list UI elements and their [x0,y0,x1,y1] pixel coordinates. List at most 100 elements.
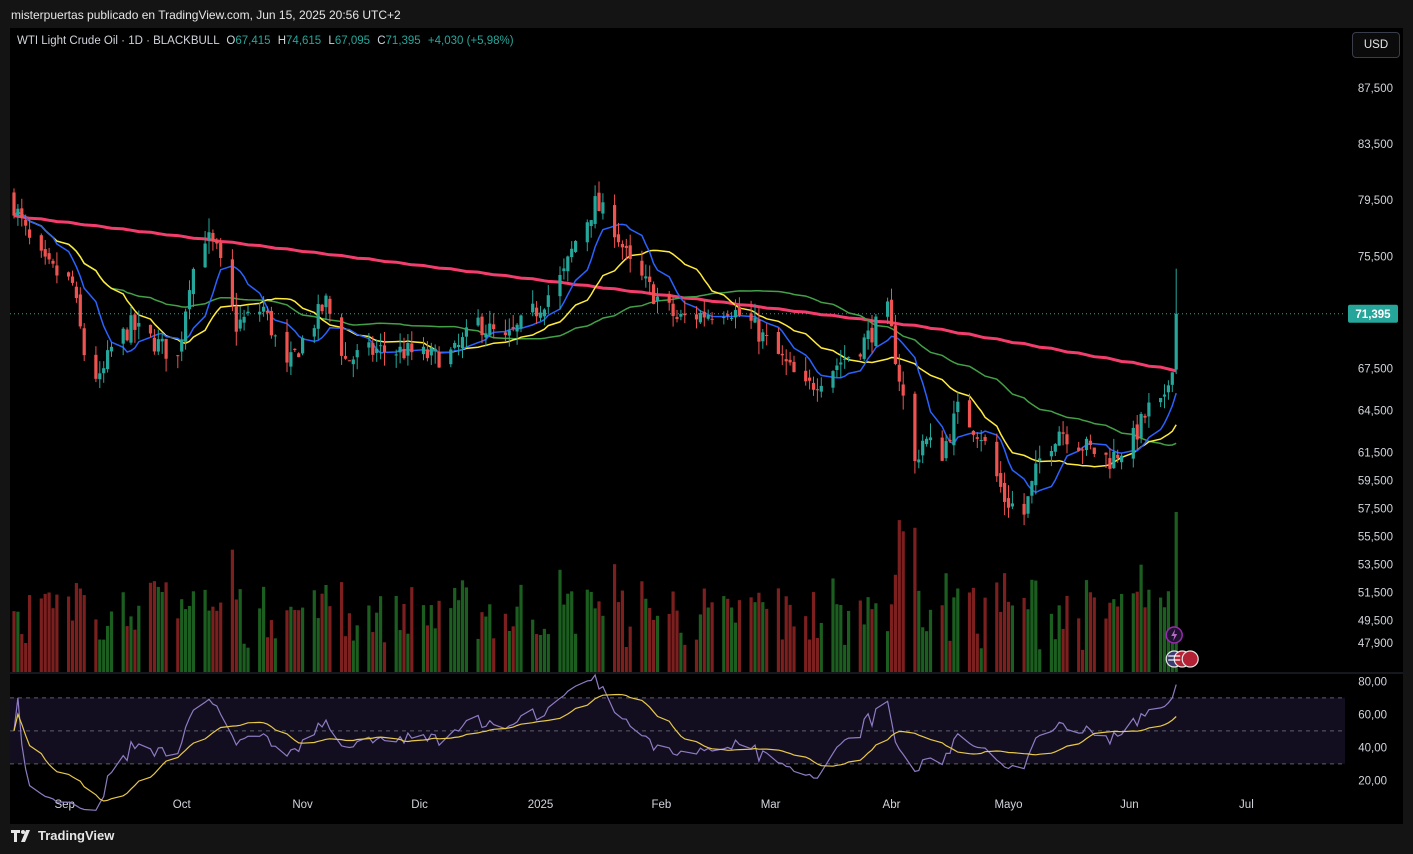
price-tick-label: 61,500 [1358,448,1393,460]
volume-bar [1112,599,1116,672]
candle-body [1034,463,1038,486]
close-label: C [377,35,386,47]
volume-bar [804,616,808,672]
candle-body [285,331,289,363]
volume-bar [616,602,621,672]
candle-body [952,413,956,446]
volume-bar [476,638,480,672]
candle-body [1174,313,1178,370]
candle-body [297,353,301,358]
volume-bar [683,644,687,672]
volume-bar [78,588,82,672]
volume-bar [698,614,702,672]
rsi-tick-label: 80,00 [1358,676,1387,688]
candle-body [16,208,20,216]
candle-body [897,364,901,382]
volume-bar [425,625,429,672]
volume-bar [726,598,730,672]
candle-body [70,276,75,283]
tradingview-logo[interactable]: TradingView [11,828,114,843]
candle-body [1170,372,1174,385]
candle-body [464,327,468,337]
candle-body [979,440,983,442]
candle-body [698,312,702,323]
volume-bar [402,604,406,672]
volume-bar [531,619,535,672]
currency-button[interactable]: USD [1352,32,1400,58]
volume-bar [889,604,894,672]
volume-bar [1088,592,1092,672]
candle-body [831,371,835,388]
candle-body [1116,454,1120,459]
candle-body [1057,431,1061,446]
volume-bar [152,581,156,672]
candle-body [78,294,82,327]
volume-bar [269,620,273,672]
candle-body [406,342,410,356]
volume-bar [43,593,47,672]
volume-bar [710,602,714,672]
volume-bar [406,633,410,672]
chart-frame[interactable] [10,28,1403,824]
volume-bar [975,633,979,672]
price-tick-label: 59,500 [1358,476,1393,488]
volume-bar [1159,597,1163,672]
candle-body [129,315,133,343]
volume-bar [347,613,351,672]
candle-body [999,473,1003,487]
volume-bar [488,604,492,672]
time-tick-label: Feb [651,799,671,811]
volume-bar [457,600,461,672]
volume-bar [737,600,741,672]
volume-bar [870,609,874,672]
volume-bar [628,626,632,672]
candle-body [597,192,601,212]
volume-bar [1061,628,1065,672]
candle-body [971,430,975,435]
candle-body [402,348,406,359]
volume-bar [24,643,28,672]
candle-body [1084,438,1089,451]
volume-bar [1003,573,1007,672]
candle-body [940,437,944,461]
candle-body [246,311,250,314]
volume-bar [652,619,656,672]
symbol-name[interactable]: WTI Light Crude Oil · 1D · BLACKBULL [17,35,220,47]
volume-bar [749,597,753,672]
candle-body [156,339,160,352]
volume-bar [546,634,550,672]
candle-body [382,345,387,352]
candle-body [1081,449,1085,451]
candle-body [1135,424,1139,440]
candle-body [683,313,687,316]
candle-body [870,327,874,343]
candle-body [39,235,43,251]
volume-bar [1104,618,1108,672]
volume-bar [367,605,371,672]
volume-bar [730,607,734,672]
volume-bar [901,531,905,672]
price-tick-label: 55,500 [1358,532,1393,544]
volume-bar [874,603,878,672]
volume-bar [20,634,24,672]
volume-bar [429,605,433,672]
candle-body [219,242,223,258]
symbol-legend[interactable]: WTI Light Crude Oil · 1D · BLACKBULL O67… [17,35,514,47]
low-value: 67,095 [334,35,371,47]
candle-body [776,331,780,354]
candle-body [956,401,960,413]
volume-bar [815,638,819,672]
candle-body [917,459,921,463]
volume-bar [343,636,348,672]
volume-bar [1147,589,1151,672]
volume-bar [671,591,675,672]
volume-bar [558,569,562,672]
volume-bar [203,589,207,672]
candle-body [726,314,730,316]
volume-bar [1053,639,1057,672]
volume-bar [784,596,788,672]
candle-body [371,343,375,355]
volume-bar [866,597,870,672]
candle-body [671,303,675,317]
